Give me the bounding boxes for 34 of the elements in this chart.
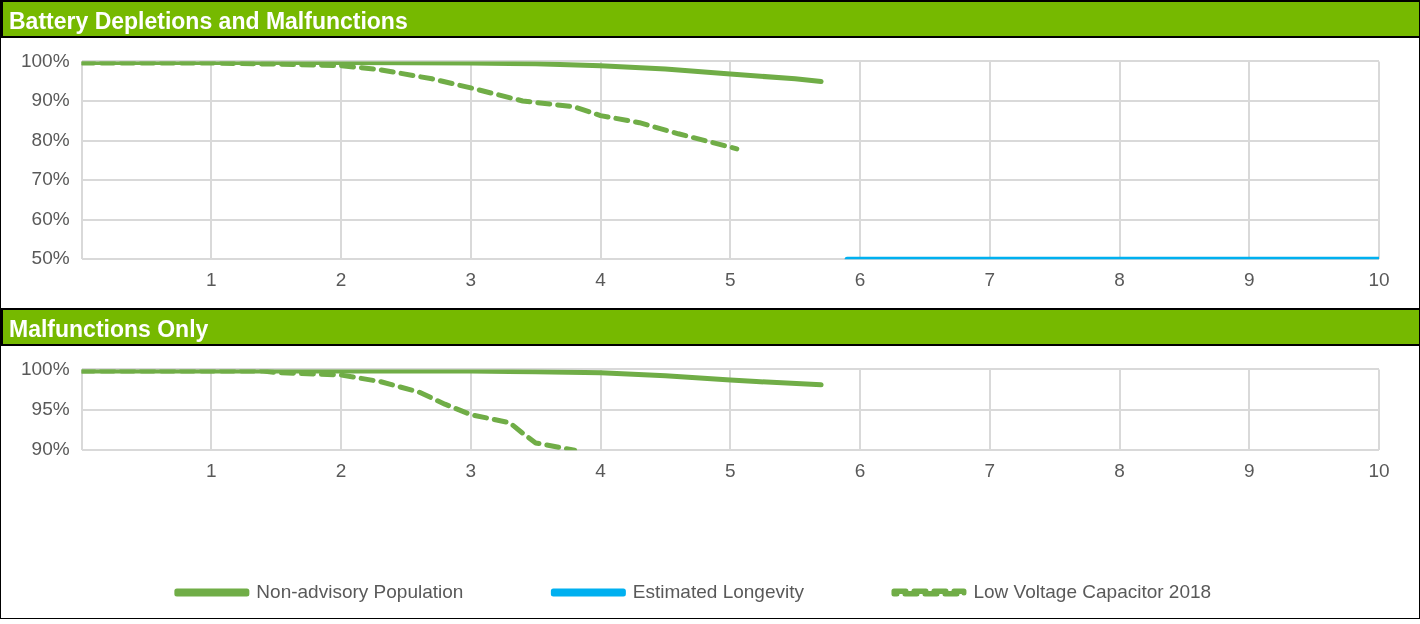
- y-tick-label: 100%: [20, 357, 70, 379]
- x-tick-label: 5: [725, 459, 736, 481]
- x-tick-label: 1: [206, 459, 217, 481]
- x-tick-label: 7: [984, 268, 996, 290]
- y-tick-label: 80%: [31, 128, 70, 150]
- chart-title: Malfunctions Only: [1, 308, 1420, 346]
- x-tick-label: 3: [465, 459, 477, 481]
- legend-label: Estimated Longevity: [632, 580, 805, 602]
- x-tick-label: 1: [206, 268, 217, 290]
- x-tick-label: 2: [335, 459, 347, 481]
- chart-title: Battery Depletions and Malfunctions: [1, 0, 1420, 38]
- x-tick-label: 4: [595, 459, 607, 481]
- x-tick-label: 6: [854, 268, 866, 290]
- x-tick-label: 9: [1243, 459, 1255, 481]
- x-tick-label: 10: [1368, 459, 1390, 481]
- legend-label: Low Voltage Capacitor 2018: [973, 580, 1212, 602]
- x-tick-label: 4: [595, 268, 607, 290]
- x-tick-label: 2: [335, 268, 347, 290]
- x-tick-label: 8: [1114, 459, 1125, 481]
- y-tick-label: 90%: [31, 89, 70, 111]
- x-tick-label: 8: [1114, 268, 1125, 290]
- x-tick-label: 9: [1243, 268, 1255, 290]
- y-tick-label: 50%: [31, 247, 70, 269]
- y-tick-label: 100%: [20, 49, 70, 71]
- x-tick-label: 7: [984, 459, 996, 481]
- x-tick-label: 3: [465, 268, 477, 290]
- x-tick-label: 6: [854, 459, 866, 481]
- y-tick-label: 90%: [31, 438, 70, 460]
- x-tick-label: 5: [725, 268, 736, 290]
- y-tick-label: 70%: [31, 168, 70, 190]
- y-tick-label: 60%: [31, 207, 70, 229]
- x-tick-label: 10: [1368, 268, 1390, 290]
- legend-label: Non-advisory Population: [256, 580, 464, 602]
- y-tick-label: 95%: [31, 398, 70, 420]
